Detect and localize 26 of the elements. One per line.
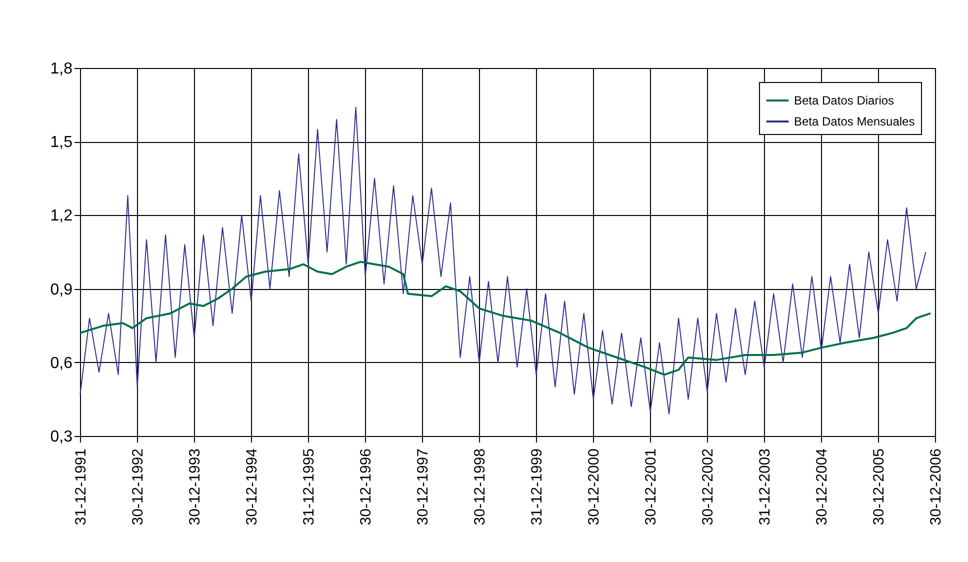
y-tick-label: 1,5	[50, 134, 73, 152]
x-tick-label: 30-12-1997	[414, 448, 432, 526]
y-tick-label: 0,9	[50, 281, 73, 298]
x-tick-label: 30-12-1992	[129, 448, 146, 526]
x-tick-label: 31-12-1991	[72, 448, 90, 526]
x-tick-label: 30-12-1996	[358, 448, 374, 526]
x-tick-label: 30-12-2001	[642, 448, 660, 526]
x-tick-label: 30-12-2006	[928, 448, 944, 526]
x-tick-label: 30-12-2002	[699, 448, 716, 526]
x-tick-label: 31-12-2003	[756, 448, 774, 526]
line-series	[79, 260, 932, 376]
y-tick-label: 0,3	[50, 428, 73, 446]
x-tick-label: 30-12-1998	[471, 448, 488, 526]
x-tick-label: 31-12-1999	[528, 448, 546, 526]
x-tick-label: 30-12-2005	[870, 448, 888, 526]
legend-label: Beta Datos Mensuales	[794, 114, 915, 128]
y-tick-label: 0,6	[50, 354, 73, 372]
y-tick-label: 1,2	[50, 208, 73, 225]
x-tick-label: 30-12-1993	[186, 448, 204, 526]
x-tick-label: 30-12-1994	[243, 448, 260, 526]
x-tick-label: 30-12-2004	[814, 448, 831, 526]
x-tick-label: 31-12-1995	[300, 448, 318, 526]
line-series	[80, 106, 926, 414]
x-tick-label: 30-12-2000	[586, 448, 603, 526]
legend-label: Beta Datos Diarios	[794, 94, 894, 108]
y-tick-label: 1,8	[50, 60, 73, 78]
